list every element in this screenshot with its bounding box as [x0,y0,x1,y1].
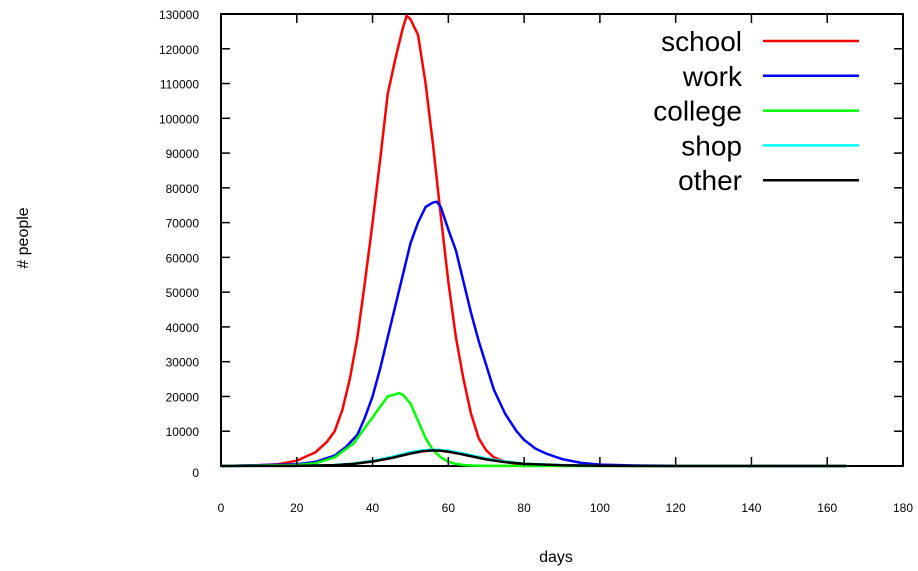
series-line-college [221,393,846,466]
y-tick-label: 110000 [160,78,199,92]
y-tick-label: 130000 [159,8,199,22]
legend-label-school: school [661,26,742,57]
x-tick-label: 40 [366,501,380,515]
y-tick-label: 120000 [159,43,199,57]
x-tick-label: 60 [442,501,456,515]
y-axis-title: # people [15,207,32,268]
x-tick-label: 0 [218,501,225,515]
y-tick-label: 10000 [166,425,200,439]
series-line-school [221,16,846,466]
series-line-work [221,202,846,466]
y-tick-label: 40000 [166,321,200,335]
y-tick-label: 20000 [166,390,200,404]
x-axis-title: days [539,549,573,566]
y-tick-label: 70000 [166,217,200,231]
y-tick-label: 0 [192,466,199,480]
legend-label-college: college [653,96,742,127]
plot-area [221,14,903,466]
x-tick-label: 20 [290,501,304,515]
y-tick-label: 60000 [166,251,200,265]
plot-frame [221,14,903,466]
legend-label-other: other [678,165,742,196]
y-tick-label: 80000 [166,182,200,196]
x-axis: 0 20 40 60 80 100 120 140 160 180 [218,14,914,515]
x-tick-label: 80 [517,501,531,515]
legend-label-work: work [682,61,743,92]
legend-label-shop: shop [681,130,742,161]
x-tick-label: 180 [893,501,913,515]
y-tick-label: 100000 [159,112,199,126]
y-tick-label: 30000 [166,356,200,370]
x-tick-label: 100 [590,501,610,515]
x-tick-label: 160 [817,501,837,515]
series-group [221,16,846,466]
x-tick-label: 120 [666,501,686,515]
y-tick-label: 50000 [166,286,200,300]
x-tick-label: 140 [741,501,761,515]
y-axis: 0 10000 20000 30000 40000 50000 60000 70000 8000… [159,8,903,480]
y-tick-label: 90000 [166,147,200,161]
